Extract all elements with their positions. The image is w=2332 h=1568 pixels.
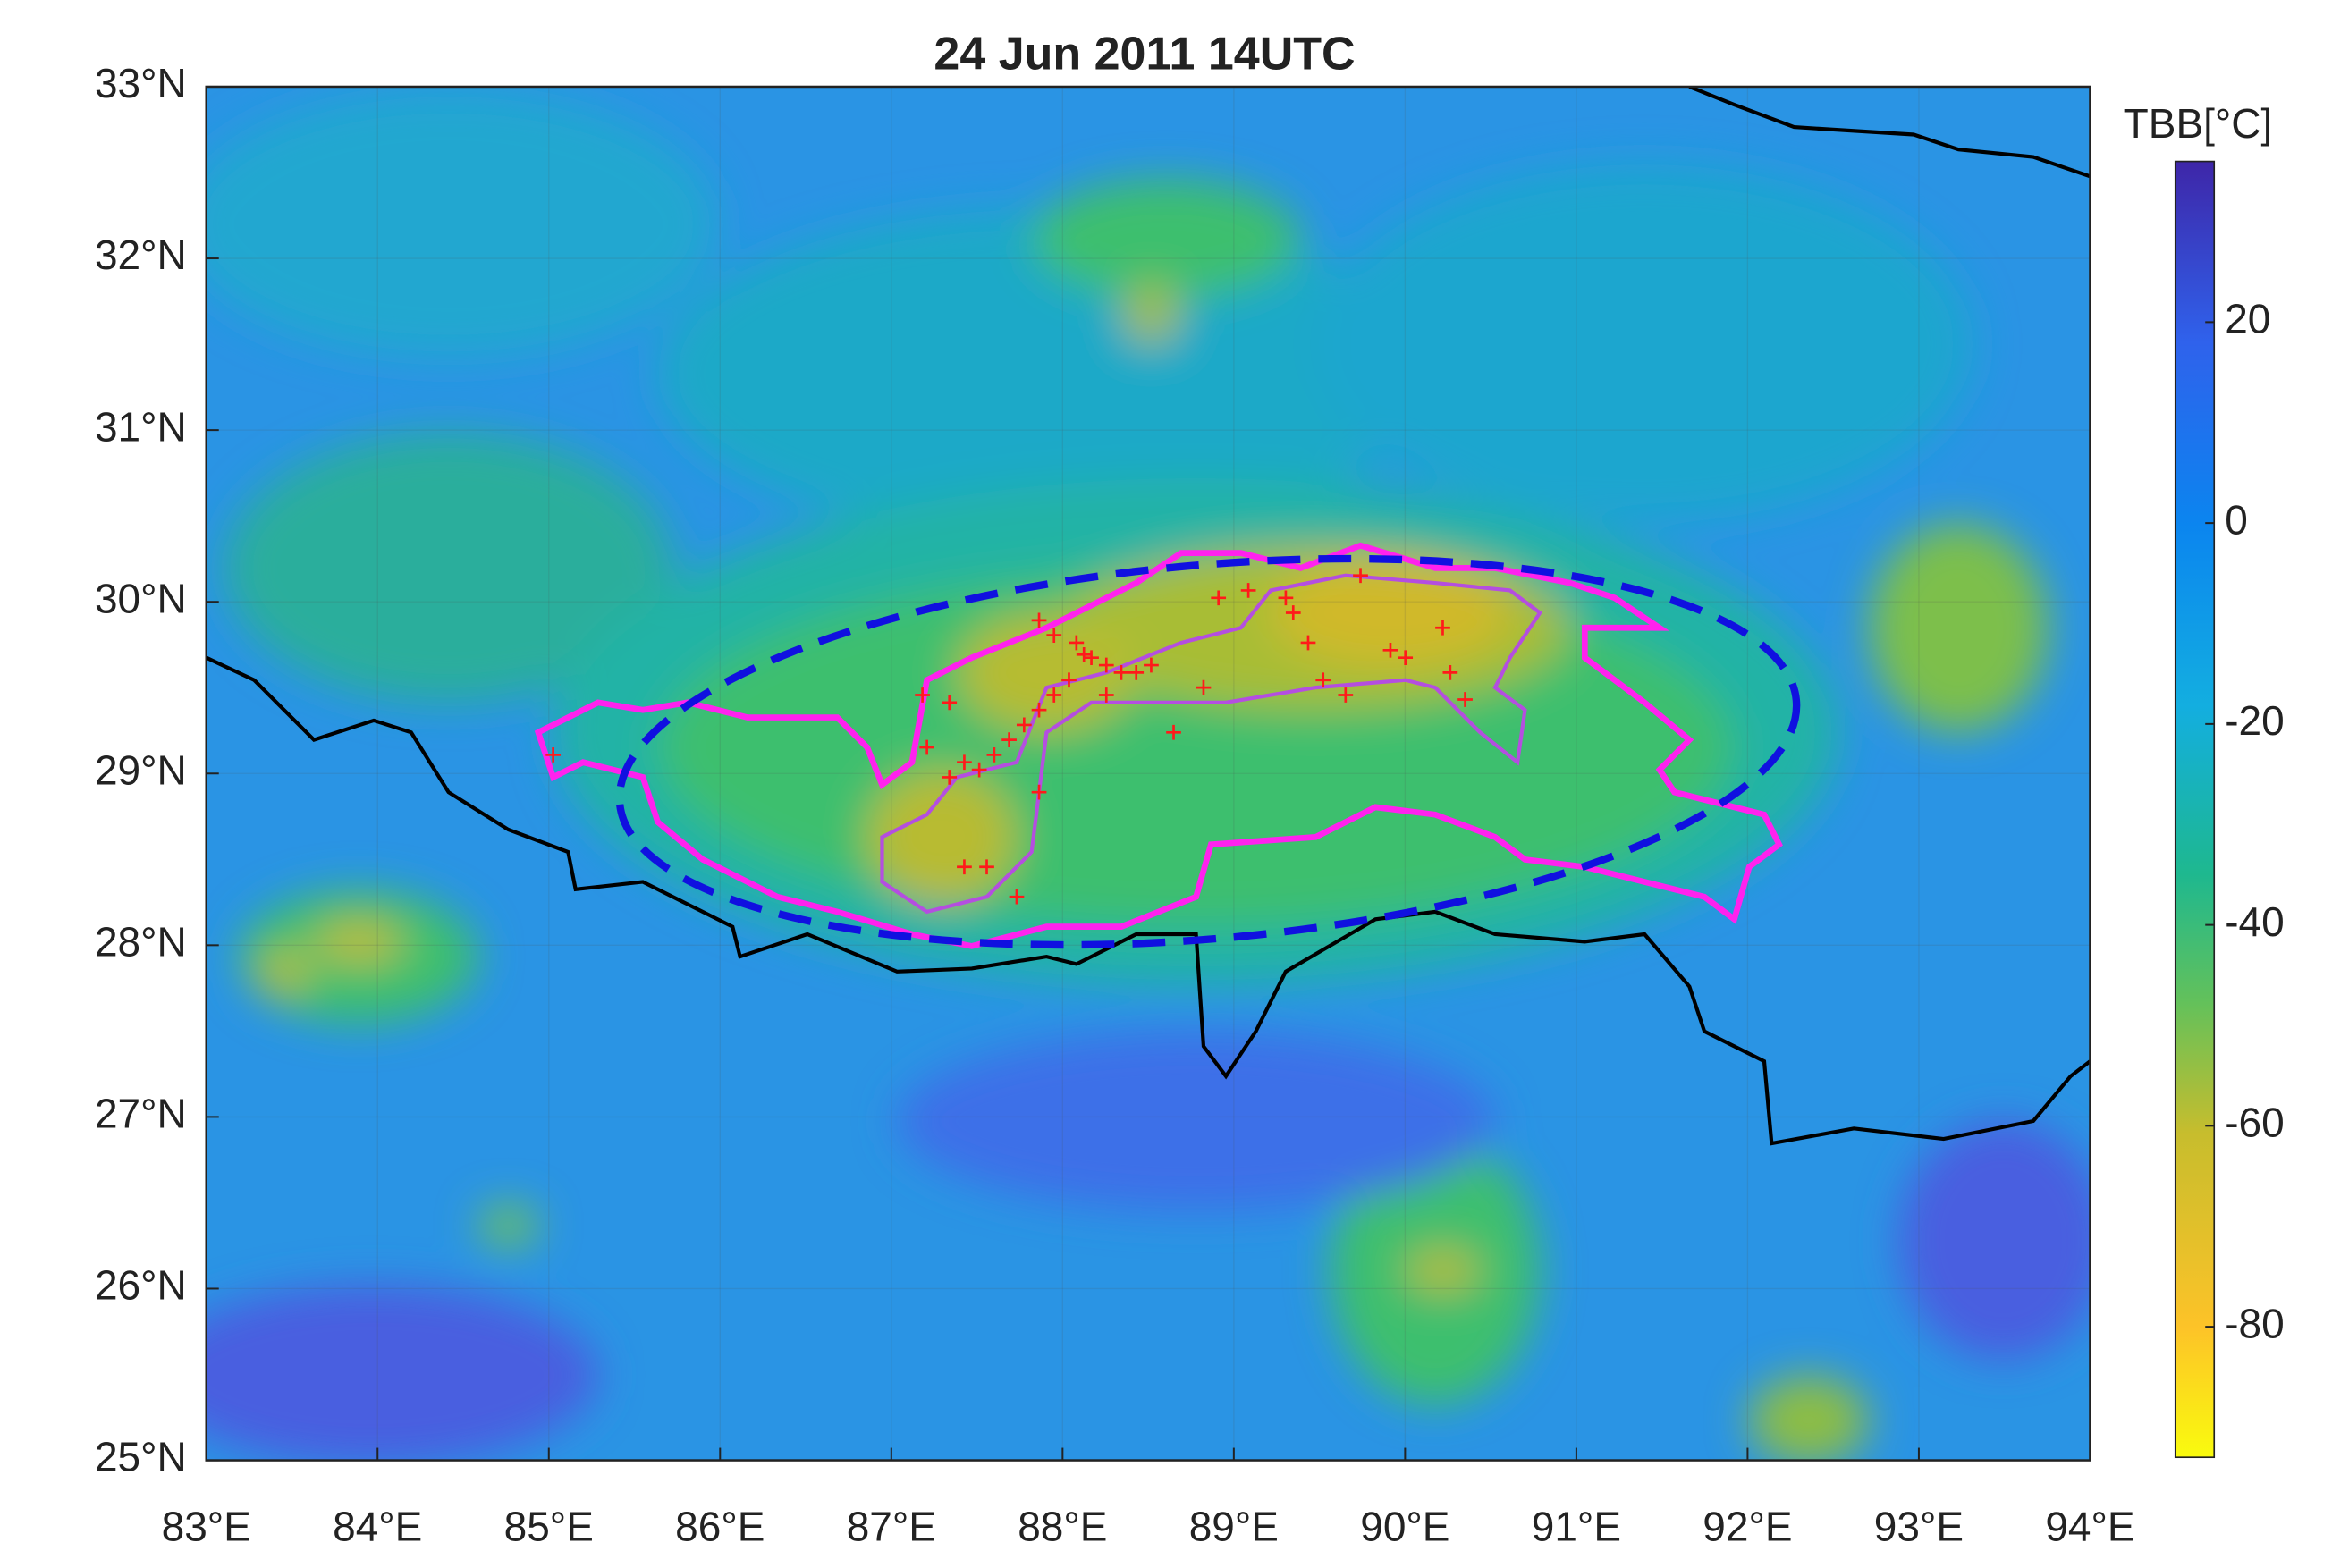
y-tick-label: 27°N [95, 1091, 187, 1137]
map-layers [205, 85, 2216, 1462]
y-tick-label: 29°N [95, 746, 187, 793]
colorbar-tick-label: 20 [2225, 296, 2270, 342]
y-tick-label: 32°N [95, 232, 187, 278]
ellipse [615, 554, 1801, 949]
x-tick-label: 91°E [1532, 1504, 1621, 1550]
colorbar-tick-label: -80 [2225, 1300, 2284, 1346]
x-tick-label: 88°E [1018, 1504, 1107, 1550]
x-tick-label: 90°E [1360, 1504, 1449, 1550]
y-tick-label: 30°N [95, 575, 187, 621]
x-tick-label: 86°E [675, 1504, 765, 1550]
colorbar-tick-label: 0 [2225, 496, 2248, 543]
colorbar-tick-label: -40 [2225, 898, 2284, 945]
x-tick-label: 85°E [504, 1504, 594, 1550]
tbb-field [206, 86, 2091, 1461]
x-tick-label: 94°E [2045, 1504, 2134, 1550]
colorbar-tick-label: -60 [2225, 1100, 2284, 1146]
x-tick-label: 83°E [162, 1504, 251, 1550]
chart-title: 24 Jun 2011 14UTC [934, 29, 1355, 80]
x-tick-label: 87°E [847, 1504, 936, 1550]
lightning [545, 568, 1473, 905]
border [206, 655, 2091, 1146]
border [1688, 86, 2091, 179]
y-tick-label: 33°N [95, 60, 187, 106]
x-tick-label: 89°E [1189, 1504, 1279, 1550]
y-tick-label: 31°N [95, 403, 187, 450]
x-tick-label: 92°E [1703, 1504, 1792, 1550]
y-tick-label: 25°N [95, 1434, 187, 1480]
grid [206, 86, 2091, 1461]
colorbar-label: TBB[°C] [2124, 100, 2273, 147]
core-contour [880, 573, 1542, 915]
y-tick-label: 28°N [95, 918, 187, 965]
x-tick-label: 93°E [1874, 1504, 1964, 1550]
colorbar-tick-label: -20 [2225, 697, 2284, 744]
colorbar [2174, 160, 2216, 1459]
y-tick-label: 26°N [95, 1262, 187, 1309]
x-tick-label: 84°E [333, 1504, 422, 1550]
